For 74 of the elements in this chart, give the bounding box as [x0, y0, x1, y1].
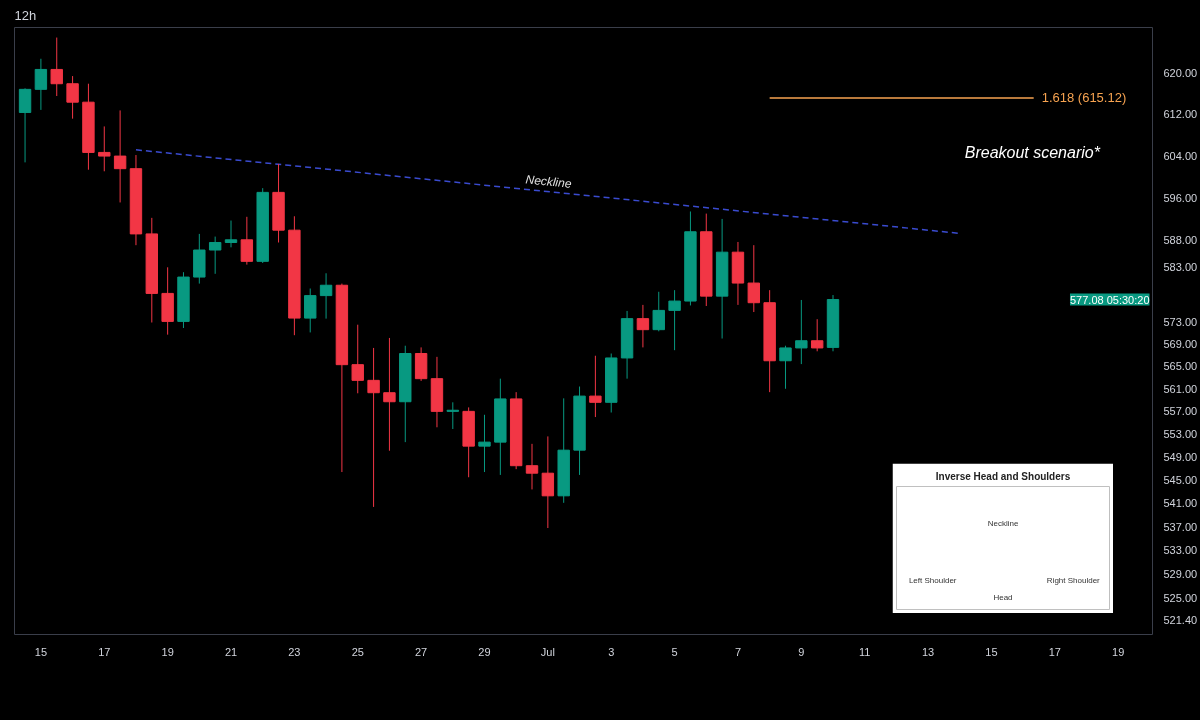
candlestick — [66, 75, 79, 120]
x-tick-label: 15 — [34, 645, 48, 658]
candlestick — [636, 304, 650, 348]
x-tick-label: 21 — [224, 645, 238, 658]
x-tick-label: 23 — [288, 645, 301, 658]
x-tick-label: 3 — [608, 645, 615, 658]
candlestick — [208, 236, 222, 275]
y-tick-label: 529.00 — [1163, 568, 1198, 581]
annotation: Head — [993, 593, 1013, 603]
y-tick-label: 596.00 — [1163, 191, 1198, 204]
text: Inverse Head and Shoulders — [935, 470, 1071, 482]
annotation: Breakout scenario* — [964, 144, 1101, 162]
y-tick-label: 561.00 — [1163, 382, 1198, 395]
candlestick — [351, 324, 364, 394]
y-tick-label: 537.00 — [1163, 520, 1198, 533]
candlestick — [668, 289, 681, 351]
candlestick — [478, 414, 491, 473]
x-tick-label: 25 — [351, 645, 364, 658]
y-tick-label: 553.00 — [1163, 428, 1198, 441]
y-tick-label: 557.00 — [1163, 405, 1198, 418]
x-tick-label: 15 — [985, 645, 998, 658]
annotation: Neckline — [987, 519, 1019, 529]
candlestick — [652, 291, 665, 332]
candlestick — [224, 220, 238, 248]
candlestick — [541, 435, 555, 529]
annotation: 577.08 05:30:20 — [1069, 293, 1150, 306]
candlestick — [525, 443, 539, 490]
x-tick-label: 29 — [478, 645, 491, 658]
candlestick — [383, 337, 396, 452]
series-label: 1.618 (615.12) — [1041, 90, 1127, 106]
chart-title: 12h — [14, 7, 37, 23]
y-tick-label: 545.00 — [1163, 474, 1198, 487]
annotation: Right Shoulder — [1046, 575, 1101, 585]
y-tick-label: 569.00 — [1163, 338, 1198, 351]
y-tick-label: 583.00 — [1163, 261, 1198, 274]
x-tick-label: 17 — [1048, 645, 1061, 658]
y-tick-label: 525.00 — [1163, 592, 1198, 605]
y-tick-label: 604.00 — [1163, 149, 1198, 162]
y-tick-label: 573.00 — [1163, 315, 1198, 328]
x-tick-label: Jul — [540, 645, 555, 658]
x-tick-label: 5 — [671, 645, 678, 658]
y-tick-label: 533.00 — [1163, 544, 1198, 557]
y-tick-label: 541.00 — [1163, 497, 1198, 510]
y-tick-label: 612.00 — [1163, 108, 1198, 121]
candlestick — [34, 58, 48, 111]
x-tick-label: 7 — [734, 645, 742, 658]
candlestick — [18, 87, 32, 163]
candlestick — [98, 125, 111, 172]
y-tick-label: 620.00 — [1163, 67, 1198, 80]
candlestick — [240, 216, 254, 266]
x-tick-label: 9 — [798, 645, 805, 658]
candlestick — [113, 109, 127, 203]
candlestick — [319, 272, 333, 320]
text: Neckline — [524, 172, 573, 191]
candlestick — [747, 244, 761, 313]
x-tick-label: 11 — [858, 645, 871, 658]
candlestick — [446, 401, 459, 430]
candlestick — [810, 318, 824, 352]
y-tick-label: 521.40 — [1163, 613, 1198, 626]
candlestick — [589, 355, 602, 418]
candlestick — [795, 299, 808, 365]
annotation: Left Shoulder — [908, 575, 957, 585]
x-tick-label: 27 — [415, 645, 428, 658]
candlestick — [50, 37, 63, 97]
y-tick-label: 549.00 — [1163, 451, 1198, 464]
candlestick — [304, 288, 317, 333]
x-tick-label: 13 — [921, 645, 935, 658]
x-tick-label: 17 — [98, 645, 111, 658]
candlestick — [367, 347, 380, 508]
x-tick-label: 19 — [161, 645, 174, 658]
x-tick-label: 19 — [1112, 645, 1125, 658]
y-tick-label: 565.00 — [1163, 360, 1198, 373]
y-tick-label: 588.00 — [1163, 234, 1198, 247]
candlestick — [779, 345, 792, 390]
